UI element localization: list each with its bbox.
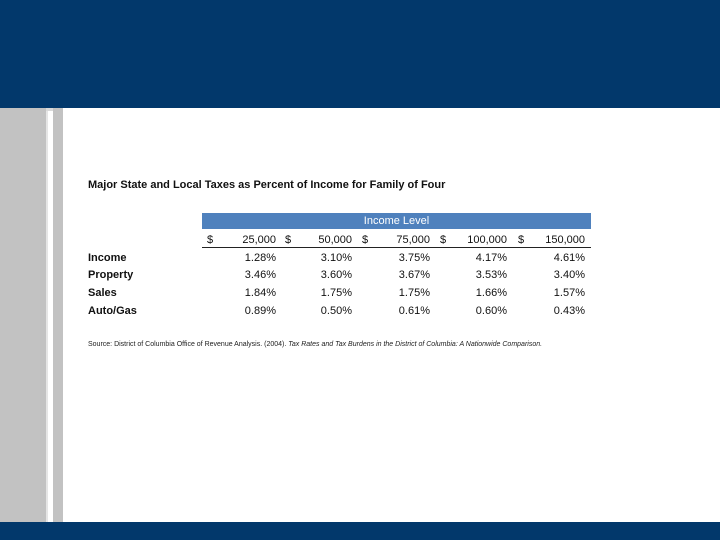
income-level-25000: 25,000 <box>242 234 276 246</box>
income-level-header-label: Income Level <box>363 215 430 227</box>
table-cell: 1.57% <box>553 287 585 299</box>
income-level-100000: 100,000 <box>467 234 507 246</box>
source-citation: Source: District of Columbia Office of R… <box>88 341 542 348</box>
currency-symbol: $ <box>440 234 447 246</box>
currency-symbol: $ <box>518 234 525 246</box>
table-cell: 3.10% <box>320 252 352 264</box>
row-label-auto-gas: Auto/Gas <box>88 305 137 317</box>
table-cell: 0.60% <box>475 305 507 317</box>
currency-symbol: $ <box>207 234 214 246</box>
left-decor-tick <box>46 108 53 111</box>
currency-symbol: $ <box>285 234 292 246</box>
table-cell: 1.75% <box>398 287 430 299</box>
table-cell: 3.46% <box>244 269 276 281</box>
source-prefix: Source: District of Columbia Office of R… <box>88 341 289 348</box>
table-cell: 3.53% <box>475 269 507 281</box>
table-cell: 0.89% <box>244 305 276 317</box>
table-cell: 3.60% <box>320 269 352 281</box>
table-cell: 3.40% <box>553 269 585 281</box>
table-cell: 4.61% <box>553 252 585 264</box>
left-decor-stripe <box>0 108 46 522</box>
currency-symbol: $ <box>362 234 369 246</box>
source-report-title: Tax Rates and Tax Burdens in the Distric… <box>288 341 543 348</box>
left-decor-stripe-inner <box>53 108 63 522</box>
income-level-150000: 150,000 <box>545 234 585 246</box>
table-title: Major State and Local Taxes as Percent o… <box>88 179 446 191</box>
income-level-50000: 50,000 <box>318 234 352 246</box>
row-label-property: Property <box>88 269 134 281</box>
row-label-income: Income <box>88 252 127 264</box>
table-cell: 1.75% <box>320 287 352 299</box>
footer-band <box>0 522 720 540</box>
table-cell: 3.67% <box>398 269 430 281</box>
table-cell: 1.84% <box>244 287 276 299</box>
table-cell: 0.50% <box>320 305 352 317</box>
income-level-75000: 75,000 <box>396 234 430 246</box>
row-label-sales: Sales <box>88 287 117 299</box>
table-cell: 1.28% <box>244 252 276 264</box>
table-cell: 0.43% <box>553 305 585 317</box>
table-cell: 0.61% <box>398 305 430 317</box>
income-level-header-band <box>202 213 591 229</box>
table-cell: 3.75% <box>398 252 430 264</box>
table-cell: 1.66% <box>475 287 507 299</box>
header-band <box>0 0 720 108</box>
header-underline <box>202 247 591 248</box>
left-divider-line <box>46 108 48 522</box>
table-cell: 4.17% <box>475 252 507 264</box>
